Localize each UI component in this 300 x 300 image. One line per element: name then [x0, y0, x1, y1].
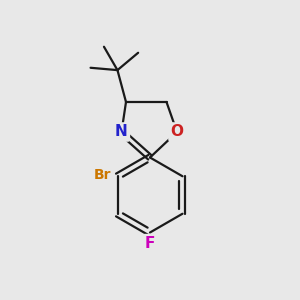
Text: N: N [115, 124, 128, 140]
Text: O: O [170, 124, 184, 140]
Text: F: F [145, 236, 155, 251]
Text: Br: Br [93, 168, 111, 182]
